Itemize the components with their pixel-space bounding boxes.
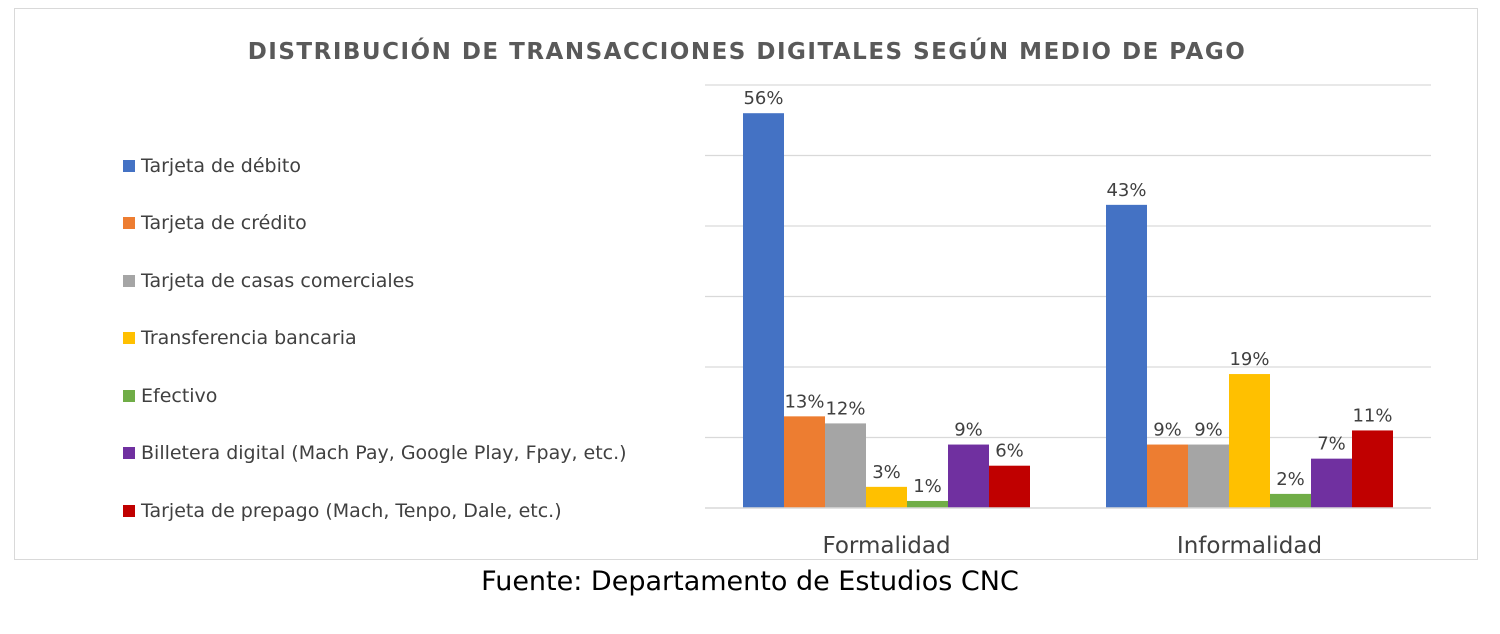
- legend-label: Billetera digital (Mach Pay, Google Play…: [141, 442, 627, 465]
- data-label: 6%: [995, 441, 1024, 462]
- bar: [1311, 458, 1352, 508]
- legend-swatch: [123, 389, 135, 402]
- legend-item: Tarjeta de crédito: [123, 195, 627, 253]
- legend-item: Transferencia bancaria: [123, 310, 627, 368]
- bar: [1270, 493, 1311, 508]
- category-label: Formalidad: [822, 533, 950, 559]
- legend-label: Tarjeta de prepago (Mach, Tenpo, Dale, e…: [141, 499, 562, 522]
- bar: [1188, 444, 1229, 508]
- bar: [1106, 204, 1147, 508]
- bar: [1147, 444, 1188, 508]
- plot-area: 56% 13% 12% 3% 1% 9% 6% Formalidad 43% 9% 9% 19% 2% 7…: [705, 84, 1431, 559]
- legend-swatch: [123, 447, 135, 460]
- category-label: Informalidad: [1177, 533, 1322, 559]
- chart-frame: DISTRIBUCIÓN DE TRANSACCIONES DIGITALES …: [14, 8, 1478, 560]
- data-label: 7%: [1317, 434, 1346, 455]
- bar: [948, 444, 989, 508]
- legend-swatch: [123, 332, 135, 345]
- bar: [743, 113, 784, 508]
- legend-item: Tarjeta de casas comerciales: [123, 252, 627, 310]
- legend-swatch: [123, 159, 135, 172]
- data-label: 1%: [913, 476, 942, 497]
- legend: Tarjeta de débito Tarjeta de crédito Tarje…: [123, 137, 627, 540]
- legend-item: Tarjeta de prepago (Mach, Tenpo, Dale, e…: [123, 482, 627, 540]
- legend-item: Tarjeta de débito: [123, 137, 627, 195]
- legend-label: Tarjeta de débito: [141, 154, 301, 177]
- legend-item: Billetera digital (Mach Pay, Google Play…: [123, 425, 627, 483]
- data-label: 11%: [1352, 405, 1392, 426]
- data-label: 2%: [1276, 469, 1305, 490]
- bar: [866, 486, 907, 508]
- bar: [907, 500, 948, 508]
- data-label: 19%: [1229, 349, 1269, 370]
- source-note: Fuente: Departamento de Estudios CNC: [481, 566, 1019, 597]
- legend-label: Efectivo: [141, 384, 218, 407]
- legend-label: Tarjeta de casas comerciales: [141, 269, 415, 292]
- bar: [989, 465, 1030, 508]
- bar: [825, 423, 866, 508]
- data-label: 56%: [743, 88, 783, 109]
- bar: [784, 416, 825, 508]
- data-label: 9%: [954, 420, 983, 441]
- legend-swatch: [123, 217, 135, 230]
- data-label: 12%: [825, 398, 865, 419]
- data-label: 9%: [1153, 420, 1182, 441]
- data-label: 9%: [1194, 420, 1223, 441]
- legend-swatch: [123, 504, 135, 517]
- legend-swatch: [123, 274, 135, 287]
- chart-title: DISTRIBUCIÓN DE TRANSACCIONES DIGITALES …: [247, 39, 1247, 65]
- legend-label: Tarjeta de crédito: [141, 212, 307, 235]
- data-label: 13%: [784, 391, 824, 412]
- bar: [1229, 374, 1270, 508]
- data-label: 43%: [1106, 180, 1146, 201]
- bar: [1352, 430, 1393, 508]
- legend-item: Efectivo: [123, 367, 627, 425]
- data-label: 3%: [872, 462, 901, 483]
- legend-label: Transferencia bancaria: [141, 327, 357, 350]
